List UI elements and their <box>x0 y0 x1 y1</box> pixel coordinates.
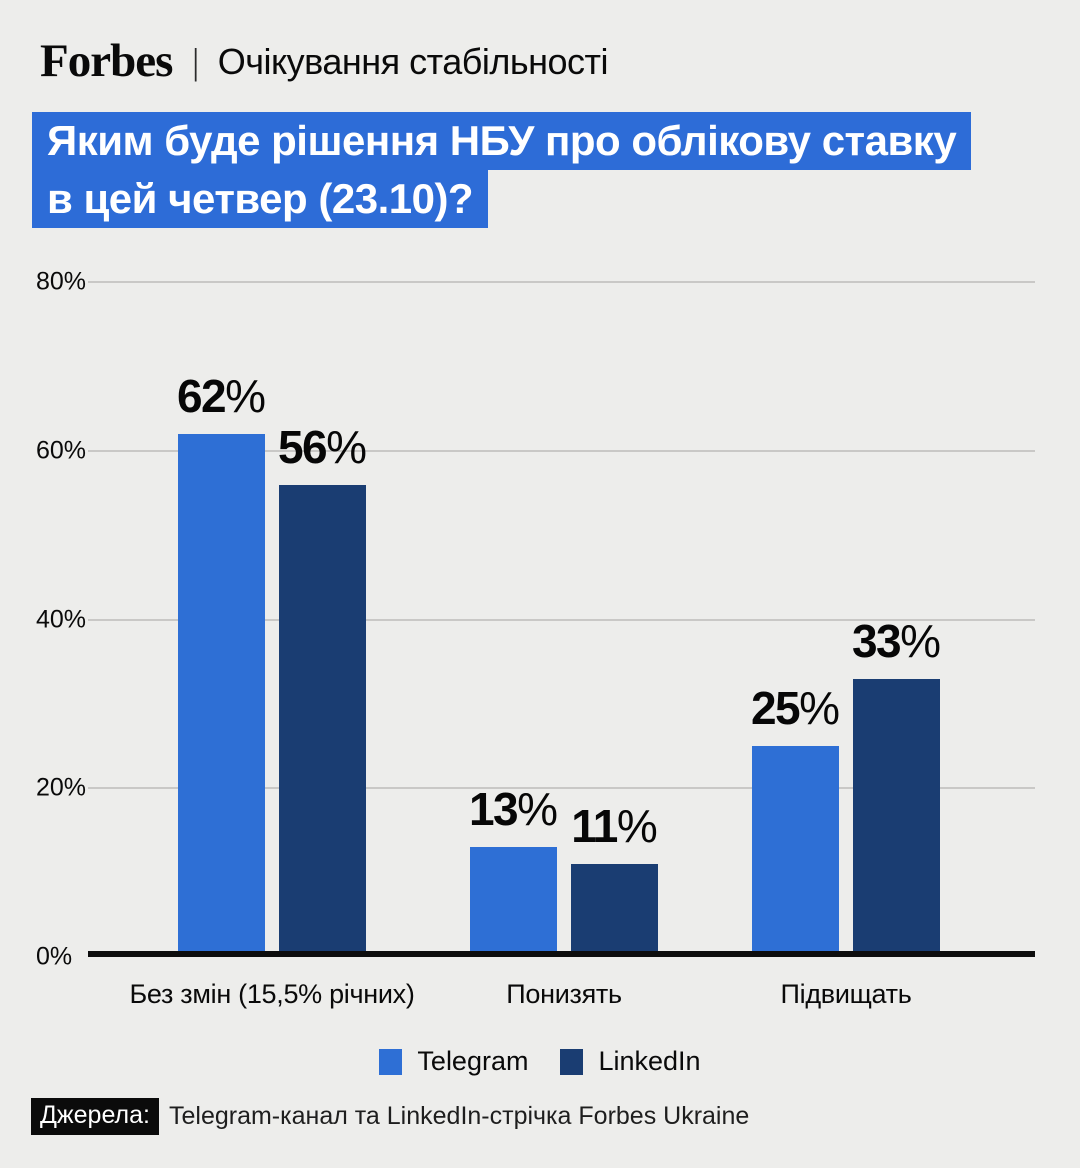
value-label-telegram-2: 25% <box>750 682 841 735</box>
bar-telegram-0 <box>178 433 265 957</box>
y-tick-label-0: 0% <box>36 942 73 971</box>
source-label-chip: Джерела: <box>31 1098 159 1135</box>
gridline-80 <box>88 281 1035 283</box>
gridline-20 <box>88 787 1035 790</box>
y-tick-label-60: 60% <box>36 436 87 465</box>
source-footer: Джерела: Telegram-канал та LinkedIn-стрі… <box>31 1098 749 1135</box>
chart-title: Яким буде рішення НБУ про облікову ставк… <box>32 112 972 228</box>
legend-label-linkedin: LinkedIn <box>598 1046 701 1076</box>
chart-title-line-1: Яким буде рішення НБУ про облікову ставк… <box>32 112 972 170</box>
value-label-linkedin-0: 56% <box>277 420 368 473</box>
bar-linkedin-0 <box>279 484 366 957</box>
category-label-2: Підвищать <box>780 979 912 1009</box>
chart-title-line-2: в цей четвер (23.10)? <box>32 170 489 228</box>
value-label-telegram-0: 62% <box>176 369 267 422</box>
legend-swatch-linkedin <box>560 1048 584 1075</box>
y-tick-label-40: 40% <box>36 605 87 633</box>
category-label-1: Понизять <box>506 979 622 1009</box>
bar-telegram-2 <box>752 746 839 957</box>
legend-label-telegram: Telegram <box>417 1046 529 1076</box>
gridline-60 <box>88 449 1035 452</box>
legend-item-telegram: Telegram <box>379 1046 528 1077</box>
y-tick-label-20: 20% <box>36 773 87 802</box>
header: Forbes | Очікування стабільності <box>40 35 609 87</box>
forbes-logo: Forbes <box>40 35 173 87</box>
bar-telegram-1 <box>470 847 557 957</box>
legend-swatch-telegram <box>379 1048 403 1075</box>
legend-item-linkedin: LinkedIn <box>560 1046 701 1077</box>
bar-linkedin-2 <box>853 678 940 957</box>
legend: Telegram LinkedIn <box>0 1046 1080 1077</box>
header-tagline: Очікування стабільності <box>217 40 609 82</box>
separator-bar: | <box>193 40 199 82</box>
value-label-linkedin-2: 33% <box>851 614 942 667</box>
x-axis-baseline <box>88 951 1035 957</box>
category-label-0: Без змін (15,5% річних) <box>129 979 415 1009</box>
plot-area: 62% 56% Без змін (15,5% річних) 13% 11% Пониз… <box>88 281 1035 1009</box>
y-tick-label-80: 80% <box>36 267 87 296</box>
bar-linkedin-1 <box>571 864 658 957</box>
source-text: Telegram-канал та LinkedIn-стрічка Forbe… <box>168 1102 750 1130</box>
value-label-telegram-1: 13% <box>468 783 559 836</box>
value-label-linkedin-1: 11% <box>571 800 658 853</box>
bar-chart: 62% 56% Без змін (15,5% річних) 13% 11% Пониз… <box>0 269 1080 1009</box>
gridline-40 <box>88 618 1035 621</box>
